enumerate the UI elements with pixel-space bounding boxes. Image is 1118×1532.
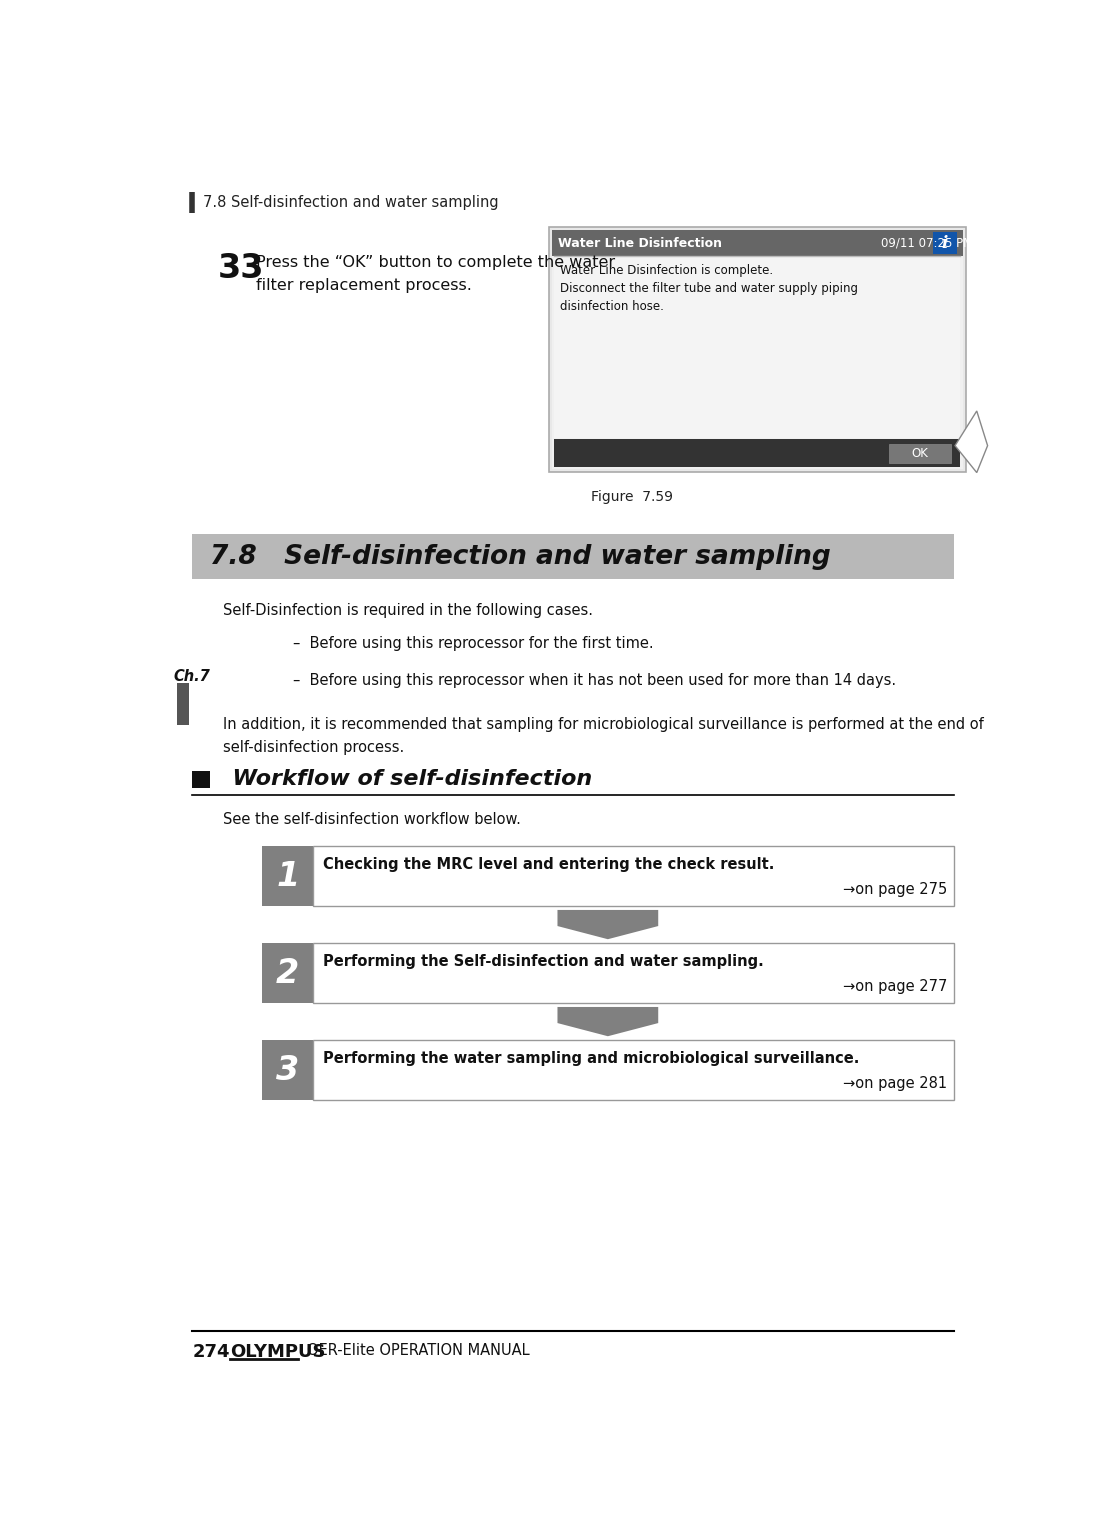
FancyBboxPatch shape	[549, 227, 966, 472]
Text: 7.8 Self-disinfection and water sampling: 7.8 Self-disinfection and water sampling	[203, 195, 499, 210]
Text: In addition, it is recommended that sampling for microbiological surveillance is: In addition, it is recommended that samp…	[224, 717, 984, 755]
Text: 3: 3	[276, 1054, 300, 1086]
Polygon shape	[955, 411, 987, 472]
FancyBboxPatch shape	[552, 230, 963, 256]
Text: Checking the MRC level and entering the check result.: Checking the MRC level and entering the …	[323, 856, 774, 872]
FancyBboxPatch shape	[192, 535, 954, 579]
FancyBboxPatch shape	[263, 1040, 313, 1100]
Polygon shape	[558, 1007, 659, 1036]
Text: See the self-disinfection workflow below.: See the self-disinfection workflow below…	[224, 812, 521, 827]
Text: 7.8   Self-disinfection and water sampling: 7.8 Self-disinfection and water sampling	[209, 544, 831, 570]
Text: Figure  7.59: Figure 7.59	[590, 490, 673, 504]
Text: Performing the water sampling and microbiological surveillance.: Performing the water sampling and microb…	[323, 1051, 859, 1066]
FancyBboxPatch shape	[313, 944, 954, 1003]
FancyBboxPatch shape	[889, 444, 951, 463]
Text: Press the “OK” button to complete the water
filter replacement process.: Press the “OK” button to complete the wa…	[256, 254, 615, 293]
Text: Workflow of self-disinfection: Workflow of self-disinfection	[217, 769, 593, 789]
Text: OLYMPUS: OLYMPUS	[229, 1344, 325, 1362]
Text: Ch.7: Ch.7	[173, 669, 210, 683]
Text: –  Before using this reprocessor for the first time.: – Before using this reprocessor for the …	[293, 636, 654, 651]
Text: Water Line Disinfection: Water Line Disinfection	[558, 236, 722, 250]
FancyBboxPatch shape	[555, 256, 960, 438]
Text: →on page 275: →on page 275	[843, 882, 947, 896]
FancyBboxPatch shape	[313, 1040, 954, 1100]
Text: Water Line Disinfection is complete.
Disconnect the filter tube and water supply: Water Line Disinfection is complete. Dis…	[560, 264, 858, 313]
FancyBboxPatch shape	[263, 846, 313, 905]
FancyBboxPatch shape	[552, 230, 963, 469]
FancyBboxPatch shape	[192, 771, 209, 787]
Text: 2: 2	[276, 956, 300, 990]
FancyBboxPatch shape	[934, 233, 957, 254]
Text: –  Before using this reprocessor when it has not been used for more than 14 days: – Before using this reprocessor when it …	[293, 673, 897, 688]
FancyBboxPatch shape	[555, 440, 960, 467]
Text: Performing the Self-disinfection and water sampling.: Performing the Self-disinfection and wat…	[323, 954, 764, 968]
FancyBboxPatch shape	[177, 683, 189, 725]
Text: →on page 277: →on page 277	[843, 979, 947, 994]
Text: Self-Disinfection is required in the following cases.: Self-Disinfection is required in the fol…	[224, 604, 594, 619]
FancyBboxPatch shape	[263, 944, 313, 1003]
Polygon shape	[558, 910, 659, 939]
Text: i: i	[941, 234, 948, 251]
Text: 1: 1	[276, 859, 300, 893]
Text: →on page 281: →on page 281	[843, 1075, 947, 1091]
Text: OK: OK	[912, 447, 929, 460]
Text: 09/11 07:25 PM: 09/11 07:25 PM	[881, 236, 974, 250]
Text: 33: 33	[217, 251, 264, 285]
FancyBboxPatch shape	[313, 846, 954, 905]
Text: OER-Elite OPERATION MANUAL: OER-Elite OPERATION MANUAL	[307, 1344, 530, 1359]
Text: 274: 274	[192, 1344, 230, 1362]
